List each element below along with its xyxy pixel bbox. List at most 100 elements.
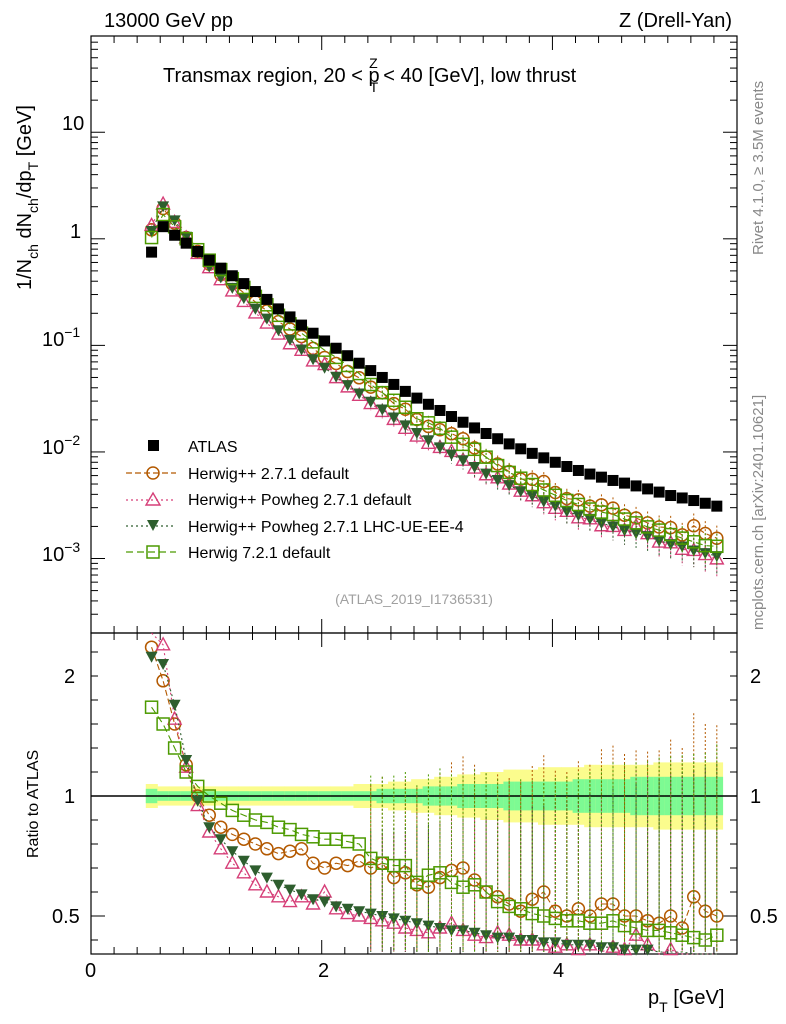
x-tick-labels: 0 2 4 xyxy=(85,960,564,982)
powheg-main-point xyxy=(593,517,610,532)
legend-lhc: Herwig++ Powheg 2.7.1 LHC-UE-EE-4 xyxy=(126,519,464,536)
h721-main-point xyxy=(202,253,216,267)
atlas-point xyxy=(572,464,584,476)
herwigpp-ratio-point xyxy=(294,842,309,856)
atlas-point xyxy=(226,270,238,282)
atlas-point xyxy=(538,452,550,464)
herwigpp-main-line xyxy=(151,207,718,539)
legend-lhc-label: Herwig++ Powheg 2.7.1 LHC-UE-EE-4 xyxy=(188,519,464,536)
h721-main-point xyxy=(375,385,390,400)
powheg-ratio-point xyxy=(351,907,367,922)
lhc-ratio-point xyxy=(295,889,308,901)
powheg-ratio-point xyxy=(270,888,287,903)
lhc-ratio-point xyxy=(491,932,504,944)
lhc-ratio-point xyxy=(341,903,354,915)
lhc-main-point xyxy=(364,396,377,408)
lhc-main-point xyxy=(272,325,285,337)
lhc-ratio-point xyxy=(191,795,204,807)
h721-ratio-point xyxy=(144,700,159,714)
lhc-main-point xyxy=(157,201,170,213)
lhc-ratio-point xyxy=(307,894,320,906)
lhc-ratio-point xyxy=(203,822,216,834)
lhc-ratio-point xyxy=(422,920,435,932)
atlas-point xyxy=(146,246,158,258)
h721-ratio-point xyxy=(283,822,297,837)
h721-ratio-point xyxy=(433,866,447,880)
lhc-main-point xyxy=(353,388,366,400)
lhc-ratio-point xyxy=(283,884,296,896)
atlas-point xyxy=(711,500,723,512)
atlas-point xyxy=(249,286,261,298)
powheg-main-point xyxy=(697,546,713,561)
header-right: Z (Drell-Yan) xyxy=(619,10,732,32)
h721-ratio-point xyxy=(190,779,205,794)
atlas-point xyxy=(526,447,538,459)
main-panel-frame xyxy=(90,35,738,634)
lhc-ratio-point xyxy=(353,906,366,918)
powheg-ratio-point xyxy=(316,883,333,898)
lhc-main-point xyxy=(526,490,539,502)
h721-ratio-point xyxy=(214,796,228,810)
h721-ratio-point xyxy=(710,928,724,942)
h721-ratio-point xyxy=(352,837,366,851)
legend-herwigpp-label: Herwig++ 2.7.1 default xyxy=(188,466,350,483)
atlas-point xyxy=(434,404,446,416)
atlas-point xyxy=(653,486,665,498)
atlas-point xyxy=(480,427,492,439)
lhc-main-point xyxy=(457,455,470,467)
lhc-main-point xyxy=(606,521,619,533)
lhc-main-point xyxy=(295,344,308,356)
legend-h721: Herwig 7.2.1 default xyxy=(126,545,331,562)
atlas-point xyxy=(584,468,596,480)
powheg-ratio-point xyxy=(570,941,587,956)
lhc-main-point xyxy=(237,293,250,305)
y-tick-labels: 10 1 10−1 10−2 10−3 xyxy=(42,113,84,566)
y-tick-10: 10 xyxy=(62,113,84,135)
lhc-main-point xyxy=(468,461,481,473)
y-tick-0p1: 10−1 xyxy=(42,324,80,351)
herwigpp-ratio-line xyxy=(151,647,718,930)
lhc-main-point xyxy=(387,412,400,424)
lhc-ratio-point xyxy=(318,896,331,908)
lhc-main-point xyxy=(180,231,193,243)
lhc-ratio-point xyxy=(180,755,193,766)
x-tick-2: 2 xyxy=(318,960,329,982)
lhc-ratio-point xyxy=(618,944,631,956)
atlas-point xyxy=(549,456,561,468)
h721-main-point xyxy=(490,458,505,473)
lhc-ratio-point xyxy=(387,913,400,925)
lhc-ratio-point xyxy=(480,930,493,942)
lhc-main-point xyxy=(595,518,608,530)
lhc-main-point xyxy=(376,404,389,416)
legend-herwigpp-marker xyxy=(146,466,160,480)
powheg-main-point xyxy=(213,271,229,286)
h721-main-point xyxy=(363,377,378,392)
h721-ratio-point xyxy=(294,827,309,842)
powheg-main-point xyxy=(305,352,321,367)
atlas-point xyxy=(157,221,169,233)
lhc-ratio-point xyxy=(630,944,643,956)
legend-herwigpp: Herwig++ 2.7.1 default xyxy=(126,466,350,483)
powheg-main-point xyxy=(224,282,240,297)
lhc-ratio-point xyxy=(457,925,470,937)
legend-powheg: Herwig++ Powheg 2.7.1 default xyxy=(126,491,412,509)
lhc-ratio-point xyxy=(330,901,343,913)
lhc-main-point xyxy=(249,303,262,315)
lhc-main-point xyxy=(653,535,666,547)
powheg-main-point xyxy=(236,292,252,308)
powheg-ratio-point xyxy=(282,893,298,908)
atlas-point xyxy=(699,497,711,509)
atlas-point xyxy=(422,398,434,410)
atlas-point xyxy=(319,335,331,347)
powheg-ratio-point xyxy=(259,883,275,898)
powheg-ratio-point xyxy=(547,938,563,953)
lhc-ratio-point xyxy=(249,865,262,877)
herwigpp-ratio-point xyxy=(260,842,274,856)
atlas-point xyxy=(192,246,204,258)
h721-main-point xyxy=(144,230,159,245)
y-tick-1: 1 xyxy=(70,221,81,243)
powheg-ratio-point xyxy=(201,823,217,838)
atlas-point xyxy=(595,471,607,483)
lhc-main-point xyxy=(537,496,550,508)
